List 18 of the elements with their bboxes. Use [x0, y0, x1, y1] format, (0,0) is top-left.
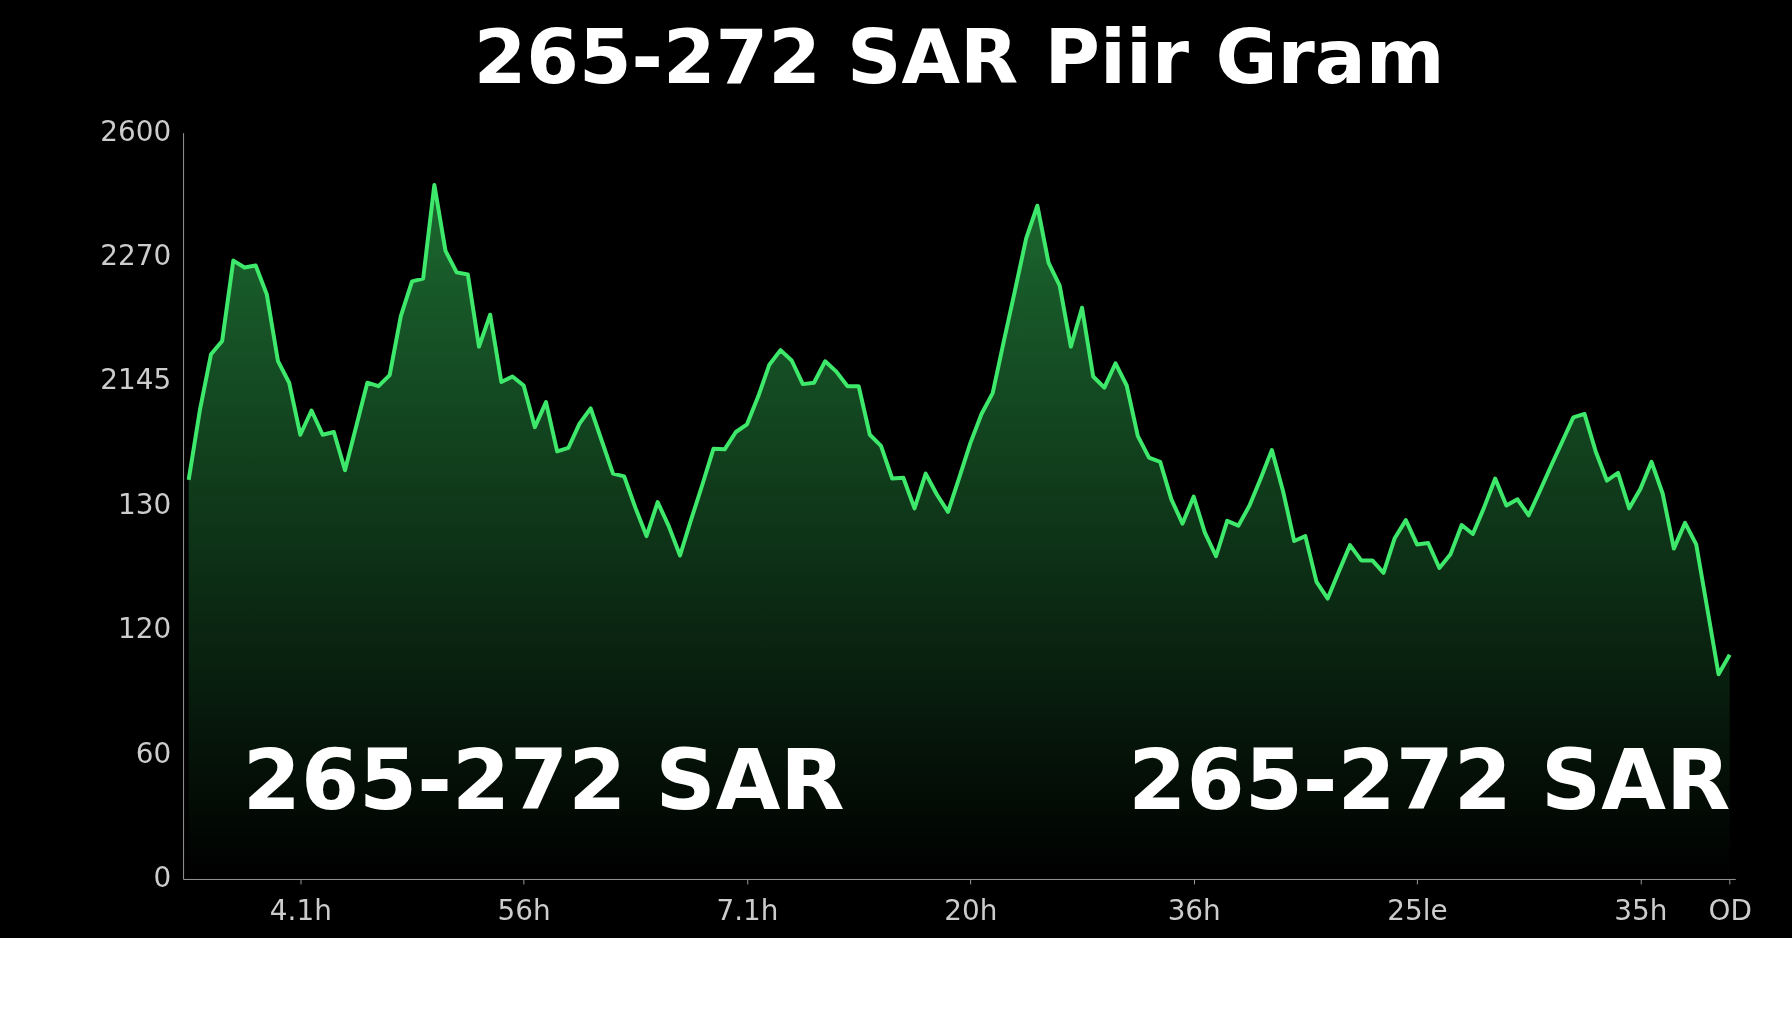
- x-tick-label: 20h: [944, 894, 998, 928]
- x-tick-label: 4.1h: [269, 894, 332, 928]
- chart-title: 265-272 SAR Piir Gram: [473, 12, 1445, 101]
- x-tick-label: 35h: [1614, 894, 1668, 928]
- x-tick-label: OD: [1708, 894, 1752, 928]
- annotation: 265-272 SAR: [1128, 731, 1731, 830]
- text: 2600: [100, 114, 172, 148]
- text: 130: [117, 487, 172, 521]
- x-tick-label: 7.1h: [716, 894, 779, 928]
- x-tick-label: 25le: [1387, 894, 1448, 928]
- text: 60: [135, 736, 172, 770]
- text: 0: [153, 860, 172, 894]
- text: 2270: [100, 239, 172, 273]
- x-tick-label: 36h: [1167, 894, 1221, 928]
- text: 2145: [100, 363, 172, 397]
- annotation: 265-272 SAR: [242, 731, 845, 830]
- x-tick-label: 56h: [497, 894, 551, 928]
- text: 120: [117, 612, 172, 646]
